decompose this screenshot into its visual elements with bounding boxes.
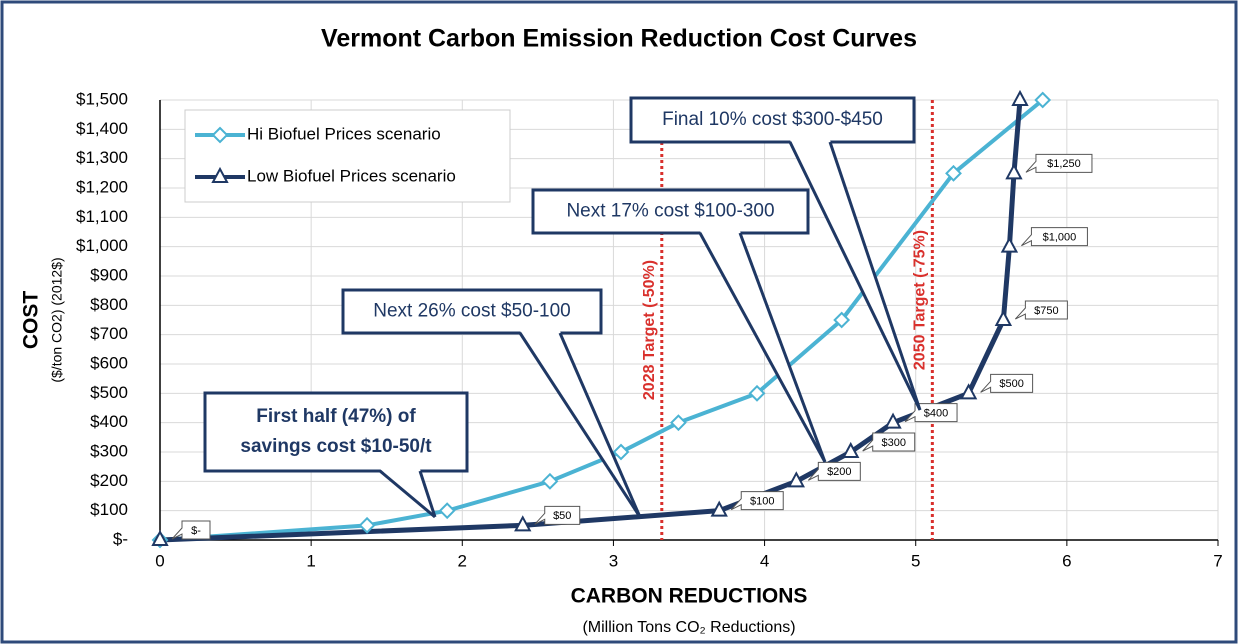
marker	[438, 502, 456, 520]
callout-pointer	[379, 469, 436, 519]
y-tick-label: $900	[90, 265, 128, 284]
reference-label: 2050 Target (-75%)	[912, 230, 929, 370]
marker	[748, 384, 766, 402]
marker	[884, 412, 902, 429]
marker	[612, 443, 630, 461]
data-label: $750	[1034, 305, 1058, 317]
legend-label: Hi Biofuel Prices scenario	[247, 124, 441, 143]
reference-label: 2028 Target (-50%)	[641, 260, 658, 400]
legend-marker	[211, 166, 229, 183]
x-tick-label: 5	[911, 551, 920, 570]
y-tick-label: $200	[90, 471, 128, 490]
data-label: $1,000	[1043, 232, 1077, 244]
marker	[541, 472, 559, 490]
x-axis-label: CARBON REDUCTIONS	[571, 585, 808, 608]
callout-pointer	[518, 332, 642, 518]
legend-label: Low Biofuel Prices scenario	[247, 166, 456, 185]
y-axis-sublabel: ($/ton CO2) (2012$)	[49, 257, 65, 382]
y-tick-label: $1,300	[76, 148, 128, 167]
y-tick-label: $1,400	[76, 119, 128, 138]
callout-pointer	[738, 232, 827, 463]
data-label: $100	[750, 496, 774, 508]
marker	[1005, 163, 1023, 180]
marker	[1011, 89, 1029, 106]
series-line	[159, 98, 1044, 542]
data-label: $400	[924, 408, 948, 420]
y-tick-label: $1,100	[76, 207, 128, 226]
x-tick-label: 1	[306, 551, 315, 570]
y-tick-label: $700	[90, 324, 128, 343]
callout-box	[531, 188, 810, 235]
legend: Hi Biofuel Prices scenario Low Biofuel Pr…	[184, 109, 511, 203]
x-tick-label: 3	[609, 551, 618, 570]
callout-pointer	[788, 141, 922, 411]
x-tick-label: 0	[155, 551, 164, 570]
marker	[842, 441, 860, 458]
data-label-box	[730, 491, 784, 511]
x-tick-label: 6	[1062, 551, 1071, 570]
data-label-box	[807, 461, 861, 481]
data-label: $500	[999, 378, 1023, 390]
marker	[945, 164, 962, 182]
data-label: $200	[827, 466, 851, 478]
y-tick-label: $1,500	[76, 89, 128, 108]
callout-text: Final 10% cost $300-$450	[662, 109, 883, 130]
y-tick-label: $400	[90, 412, 128, 431]
data-label-box	[1025, 153, 1093, 173]
data-label: $300	[881, 437, 905, 449]
data-label: $50	[553, 510, 571, 522]
callout-pointer	[828, 141, 922, 411]
marker	[710, 500, 728, 517]
callout-text: Next 17% cost $100-300	[566, 201, 774, 222]
x-axis-sublabel: (Million Tons CO₂ Reductions)	[582, 619, 795, 636]
chart-title: Vermont Carbon Emission Reduction Cost C…	[321, 25, 917, 53]
y-tick-label: $1,200	[76, 177, 128, 196]
callout-pointer	[698, 232, 827, 463]
y-tick-label: $600	[90, 353, 128, 372]
data-label: $-	[191, 525, 201, 537]
data-label-box	[534, 505, 581, 525]
x-tick-label: 7	[1213, 551, 1222, 570]
marker	[151, 529, 169, 546]
y-axis-label: COST	[20, 291, 43, 350]
marker	[787, 471, 805, 488]
marker	[514, 515, 532, 532]
data-label-box	[980, 373, 1034, 393]
legend-box	[184, 109, 511, 203]
y-tick-label: $100	[90, 500, 128, 519]
callout-box	[341, 288, 603, 335]
data-label-box	[1021, 227, 1088, 247]
y-tick-label: $1,000	[76, 236, 128, 255]
x-tick-label: 4	[760, 551, 769, 570]
data-label-box	[862, 432, 916, 452]
callout-text: First half (47%) of	[256, 406, 416, 427]
data-label-box	[1015, 300, 1068, 320]
y-tick-label: $500	[90, 383, 128, 402]
callout-pointer	[558, 332, 642, 518]
data-label-box	[171, 520, 211, 540]
marker	[833, 311, 851, 329]
marker	[1034, 91, 1052, 109]
y-tick-label: $300	[90, 441, 128, 460]
marker	[670, 414, 687, 432]
callout-box	[629, 96, 916, 144]
legend-marker	[211, 126, 229, 144]
x-tick-label: 2	[458, 551, 467, 570]
callout-pointer	[418, 470, 437, 518]
y-tick-label: $-	[113, 529, 128, 548]
callout-box	[203, 391, 469, 473]
marker	[358, 516, 376, 534]
data-label: $1,250	[1047, 158, 1081, 170]
marker	[1000, 236, 1019, 253]
y-tick-label: $800	[90, 295, 128, 314]
marker	[994, 309, 1013, 326]
callout-text: savings cost $10-50/t	[240, 436, 432, 457]
callout-text: Next 26% cost $50-100	[373, 301, 571, 322]
marker	[959, 383, 978, 400]
